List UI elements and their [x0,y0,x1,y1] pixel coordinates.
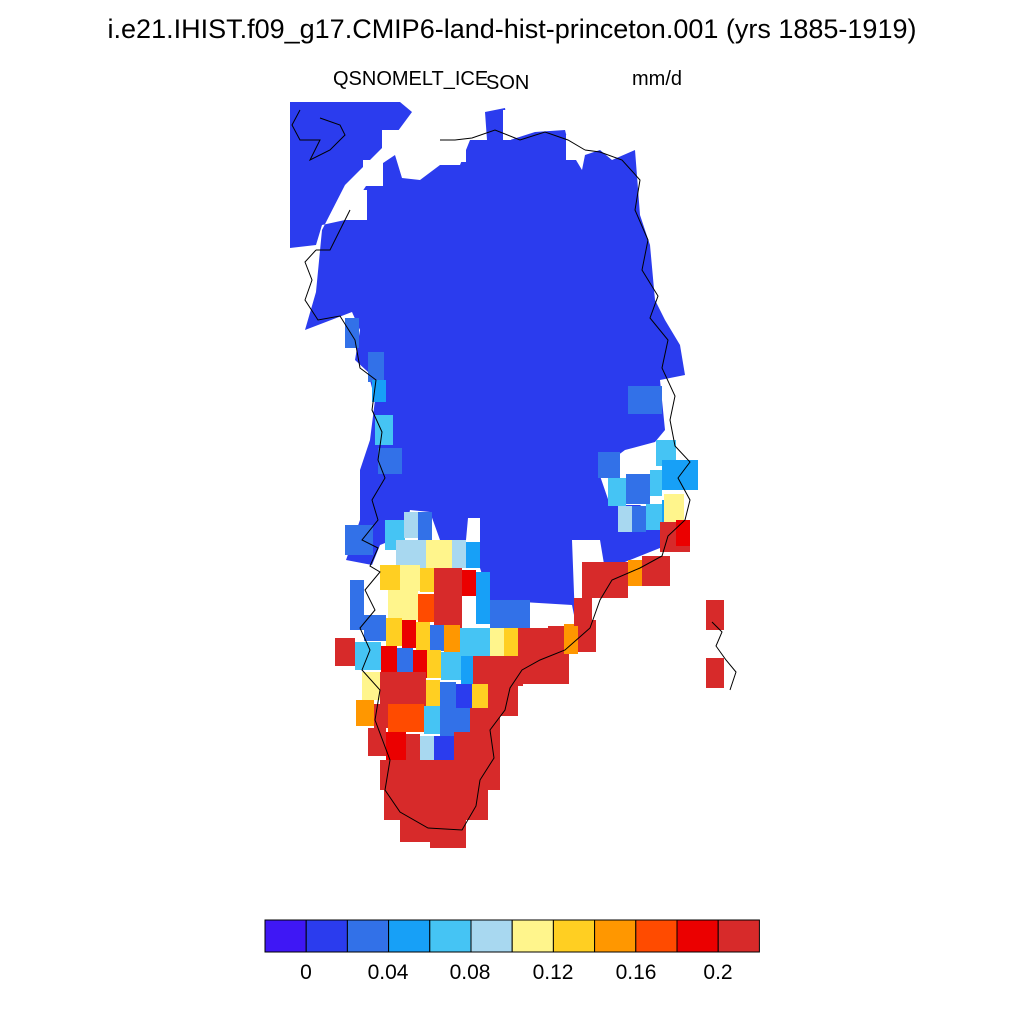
melt-cells [335,318,724,848]
colorbar-swatch [676,919,719,953]
colorbar-tick-label: 0.04 [367,961,409,984]
colorbar-tick-label: 0.08 [449,961,491,984]
colorbar-swatch [346,919,390,953]
units-label: mm/d [632,68,682,90]
colorbar-swatch [264,919,307,953]
colorbar-tick-label: 0.12 [532,961,574,984]
colorbar-swatch [717,919,760,953]
coastline [291,109,737,831]
ice-sheet-cold-region [290,102,685,620]
colorbar-swatch [594,919,637,953]
colorbar-tick-label: 0.2 [703,961,733,984]
colorbar-swatch [635,919,678,953]
colorbar-swatch [511,919,554,953]
colorbar-tick-label: 0 [300,961,312,984]
colorbar-swatch [552,919,596,953]
variable-label: QSNOMELT_ICE [333,68,489,90]
coastal-gaps [345,110,576,220]
colorbar-swatch [470,919,513,953]
colorbar-swatch [388,919,431,953]
colorbar-swatch [305,919,348,953]
plot-title: i.e21.IHIST.f09_g17.CMIP6-land-hist-prin… [107,14,917,44]
season-label: SON [486,72,530,94]
colorbar-tick-label: 0.16 [615,961,657,984]
colorbar-swatch [429,919,472,953]
